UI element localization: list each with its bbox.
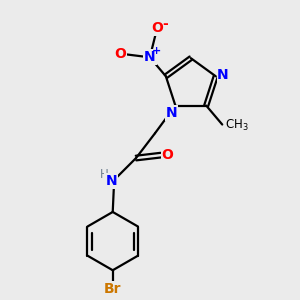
Text: Br: Br: [104, 282, 122, 296]
Text: N: N: [106, 174, 117, 188]
Text: O: O: [161, 148, 173, 162]
Text: O: O: [151, 21, 163, 35]
Text: N: N: [217, 68, 229, 82]
Text: +: +: [152, 46, 161, 56]
Text: CH$_3$: CH$_3$: [225, 118, 248, 133]
Text: -: -: [162, 17, 168, 31]
Text: O: O: [115, 47, 127, 61]
Text: N: N: [166, 106, 178, 120]
Text: H: H: [100, 168, 108, 181]
Text: N: N: [144, 50, 156, 64]
